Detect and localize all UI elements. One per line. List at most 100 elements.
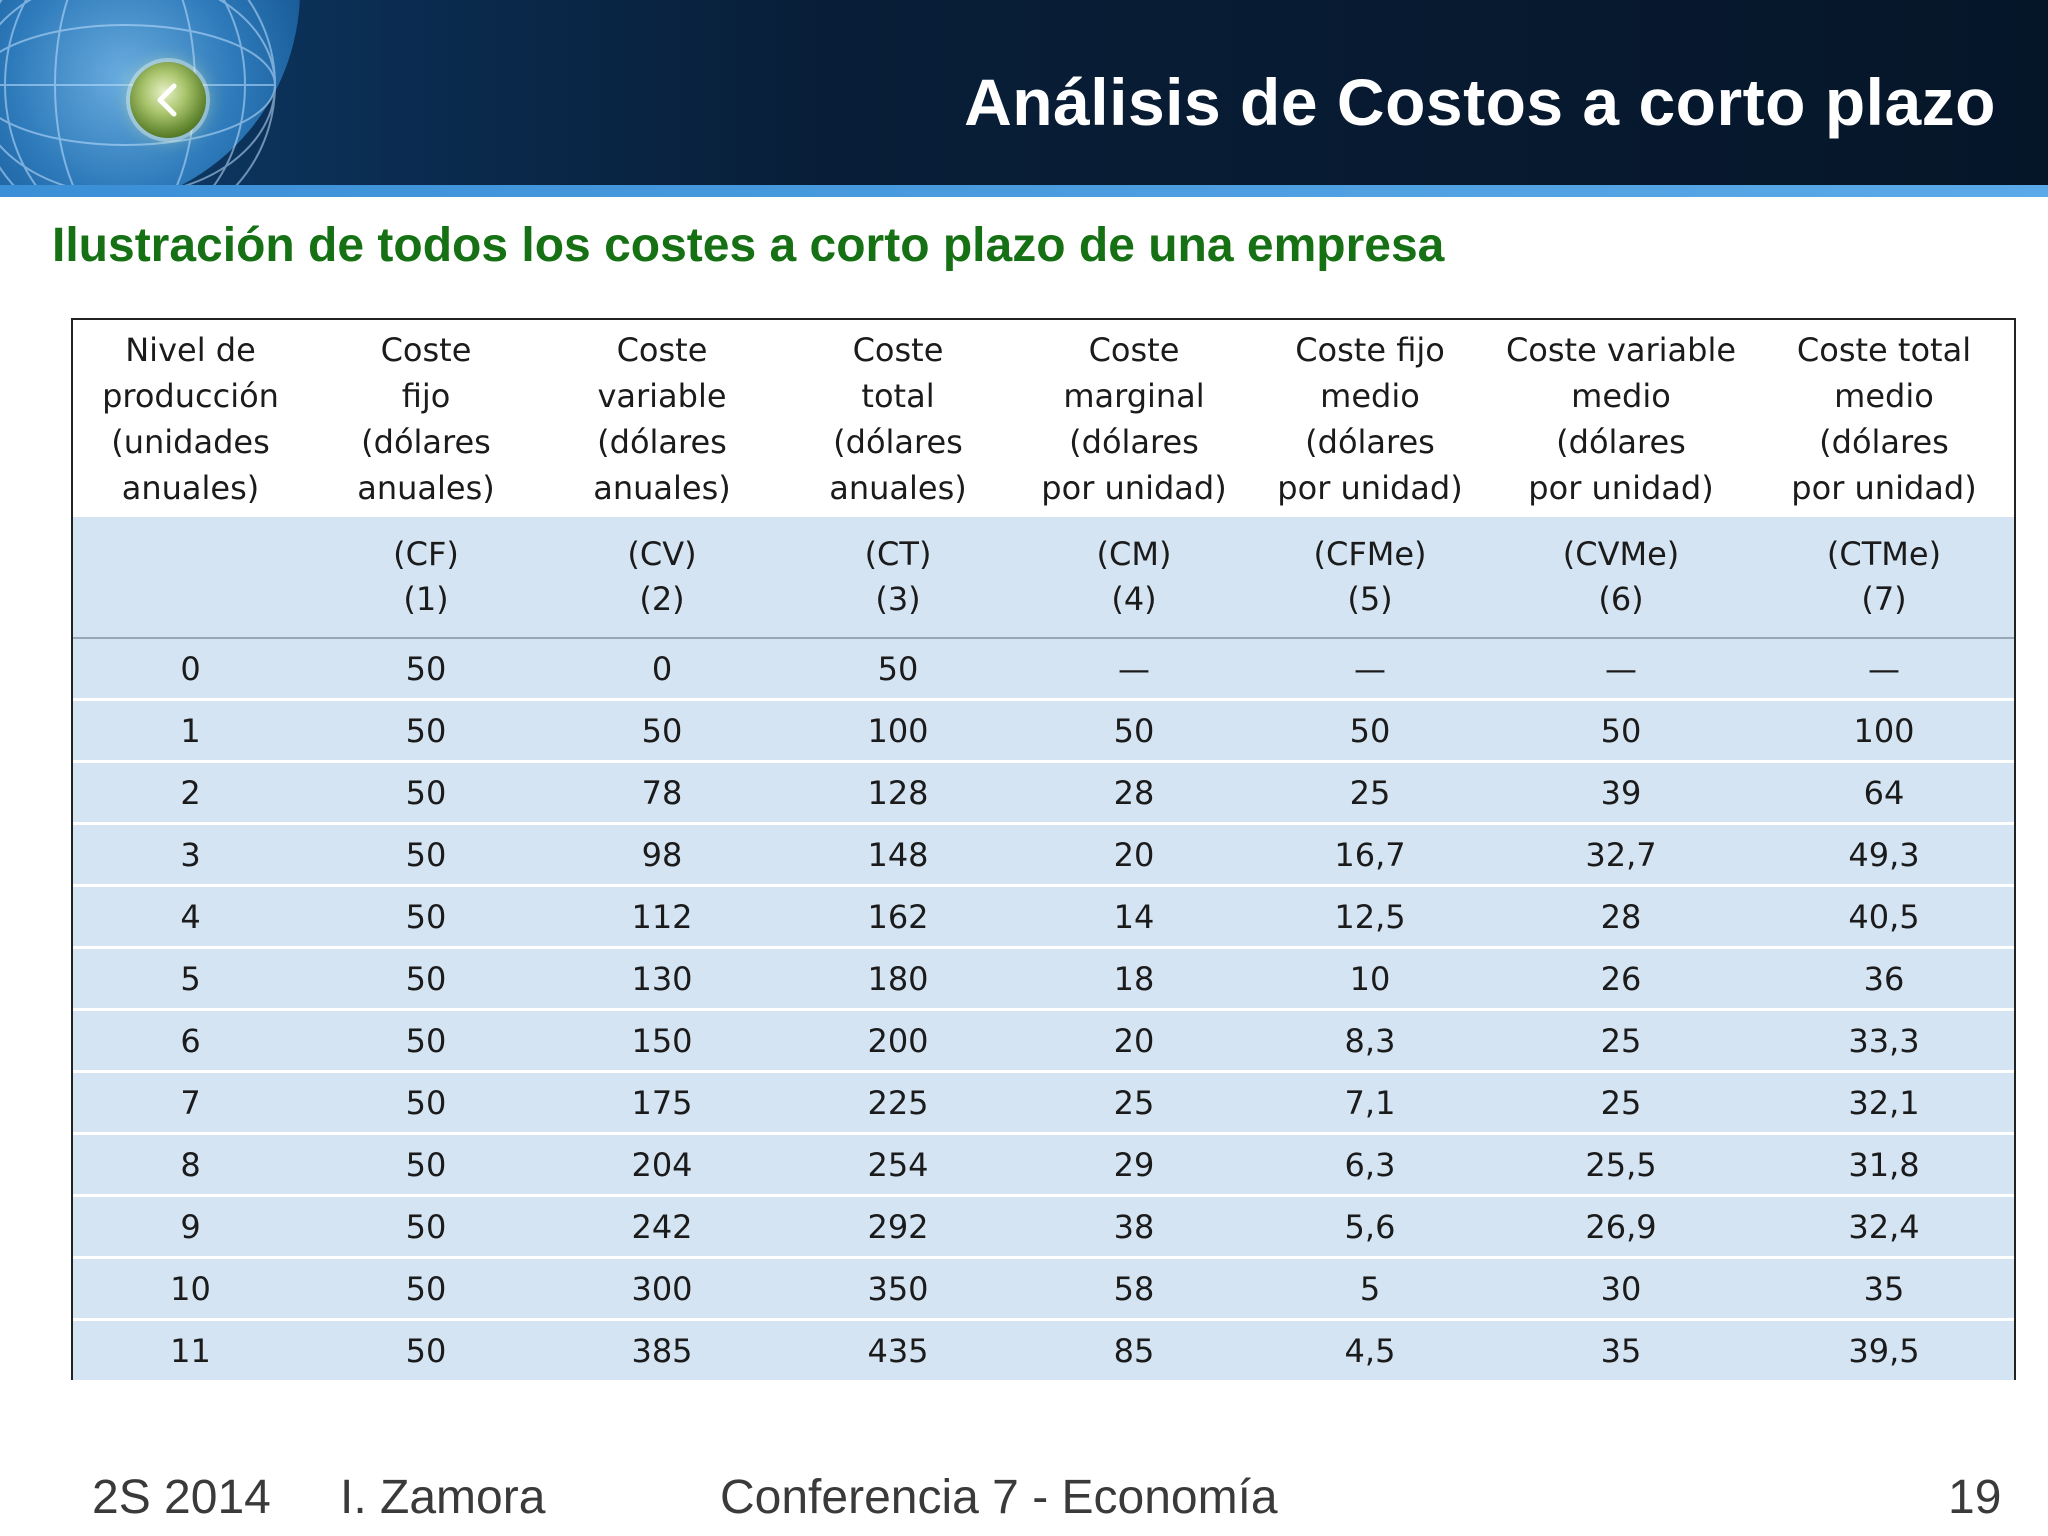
cost-table-container: Nivel de producción (unidades anuales) Coste… [71, 318, 2016, 1380]
table-cell: 50 [308, 884, 544, 948]
table-row: 0 50 0 50— — — — [73, 638, 2014, 700]
column-header-line: medio [1834, 376, 1934, 415]
column-symbol: (CM) (4) [1016, 517, 1252, 639]
table-cell: 50 [308, 760, 544, 824]
table-cell: 5,6 [1252, 1194, 1488, 1258]
table-row: 10 50 300 350 58 5 30 35 [73, 1256, 2014, 1320]
column-symbol-line: (7) [1861, 580, 1907, 618]
table-cell: 32,1 [1754, 1070, 2014, 1134]
table-cell: 3 [73, 822, 308, 886]
table-cell: 162 [780, 884, 1016, 948]
table-header-row: Nivel de producción (unidades anuales) Coste… [73, 320, 2014, 517]
table-cell: 25 [1488, 1008, 1754, 1072]
column-symbol-line: (CT) [864, 535, 932, 573]
table-cell: 30 [1488, 1256, 1754, 1320]
table-cell: — [1488, 638, 1754, 700]
column-header-line: (dólares [1305, 422, 1435, 461]
table-cell: 50 [1016, 698, 1252, 762]
table-row: 4 50 112 162 14 12,5 28 40,5 [73, 884, 2014, 948]
column-symbol-line: (CTMe) [1826, 535, 1942, 573]
column-header-line: (dólares [833, 422, 963, 461]
slide-title: Análisis de Costos a corto plazo [964, 65, 1996, 139]
column-symbol-line: (CM) [1096, 535, 1172, 573]
table-cell: 0 [73, 638, 308, 700]
column-header: Coste variable medio (dólares por unidad) [1488, 320, 1754, 517]
column-symbol-line: (3) [875, 580, 921, 618]
table-cell: 10 [73, 1256, 308, 1320]
table-cell: 11 [73, 1318, 308, 1380]
column-header: Coste marginal (dólares por unidad) [1016, 320, 1252, 517]
footer-semester: 2S 2014 [92, 1471, 271, 1524]
table-cell: 4 [73, 884, 308, 948]
table-cell: 242 [544, 1194, 780, 1258]
column-header: Coste fijo medio (dólares por unidad) [1252, 320, 1488, 517]
table-cell: 28 [1488, 884, 1754, 948]
header-divider [0, 185, 2048, 197]
table-cell: 1 [73, 698, 308, 762]
column-symbol-line: (5) [1347, 580, 1393, 618]
table-cell: 100 [1754, 698, 2014, 762]
column-header-line: anuales) [829, 468, 967, 507]
table-cell: 10 [1252, 946, 1488, 1010]
table-row: 7 50 175 225 25 7,1 25 32,1 [73, 1070, 2014, 1134]
table-cell: 18 [1016, 946, 1252, 1010]
column-header-line: Coste [852, 330, 944, 369]
table-cell: 20 [1016, 822, 1252, 886]
column-symbol-line: (CV) [627, 535, 697, 573]
table-cell: 112 [544, 884, 780, 948]
table-cell: 20 [1016, 1008, 1252, 1072]
column-header: Coste variable (dólares anuales) [544, 320, 780, 517]
table-cell: 150 [544, 1008, 780, 1072]
column-symbol-line: (CFMe) [1313, 535, 1427, 573]
table-cell: 8 [73, 1132, 308, 1196]
table-cell: 32,7 [1488, 822, 1754, 886]
footer-page-number: 19 [1948, 1471, 2002, 1524]
column-header-line: (unidades [111, 422, 270, 461]
table-cell: 9 [73, 1194, 308, 1258]
column-header-line: fijo [401, 376, 451, 415]
table-cell: 148 [780, 822, 1016, 886]
table-cell: 36 [1754, 946, 2014, 1010]
table-cell: 6 [73, 1008, 308, 1072]
table-cell: 14 [1016, 884, 1252, 948]
table-cell: 350 [780, 1256, 1016, 1320]
column-header: Coste total medio (dólares por unidad) [1754, 320, 2014, 517]
table-cell: 6,3 [1252, 1132, 1488, 1196]
table-row: 6 50 150 200 20 8,3 25 33,3 [73, 1008, 2014, 1072]
back-button[interactable] [130, 62, 206, 138]
column-header-line: producción [102, 376, 279, 415]
table-row: 2 50 78 128 28 25 39 64 [73, 760, 2014, 824]
table-cell: 5 [73, 946, 308, 1010]
cost-table: Nivel de producción (unidades anuales) Coste… [73, 320, 2014, 1380]
chevron-left-icon [157, 83, 177, 117]
column-header-line: (dólares [597, 422, 727, 461]
column-symbol: (CT) (3) [780, 517, 1016, 639]
table-row: 8 50 204 254 29 6,3 25,5 31,8 [73, 1132, 2014, 1196]
table-row: 1 50 50 100 50 50 50 100 [73, 698, 2014, 762]
table-body: 0 50 0 50— — — —1 50 50 100 50 50 50 100 2 50 78 128 28 25 3… [73, 638, 2014, 1380]
column-header-line: (dólares [361, 422, 491, 461]
table-cell: 40,5 [1754, 884, 2014, 948]
column-header-line: medio [1320, 376, 1420, 415]
table-row: 3 50 98 148 20 16,7 32,7 49,3 [73, 822, 2014, 886]
column-header-line: Coste [616, 330, 708, 369]
column-header: Coste fijo (dólares anuales) [308, 320, 544, 517]
table-cell: 25,5 [1488, 1132, 1754, 1196]
footer-author: I. Zamora [340, 1471, 546, 1524]
table-cell: 25 [1488, 1070, 1754, 1134]
table-cell: 35 [1754, 1256, 2014, 1320]
table-cell: 7 [73, 1070, 308, 1134]
table-cell: 50 [308, 638, 544, 700]
table-cell: 5 [1252, 1256, 1488, 1320]
table-cell: — [1252, 638, 1488, 700]
table-cell: 25 [1252, 760, 1488, 824]
column-header-line: variable [597, 376, 727, 415]
table-cell: 50 [308, 1008, 544, 1072]
table-cell: 39 [1488, 760, 1754, 824]
table-cell: 28 [1016, 760, 1252, 824]
table-cell: 50 [308, 1256, 544, 1320]
table-cell: 29 [1016, 1132, 1252, 1196]
slide-subtitle: Ilustración de todos los costes a corto … [52, 219, 1445, 272]
column-header-line: Coste total [1796, 330, 1972, 369]
column-header-line: (dólares [1556, 422, 1686, 461]
